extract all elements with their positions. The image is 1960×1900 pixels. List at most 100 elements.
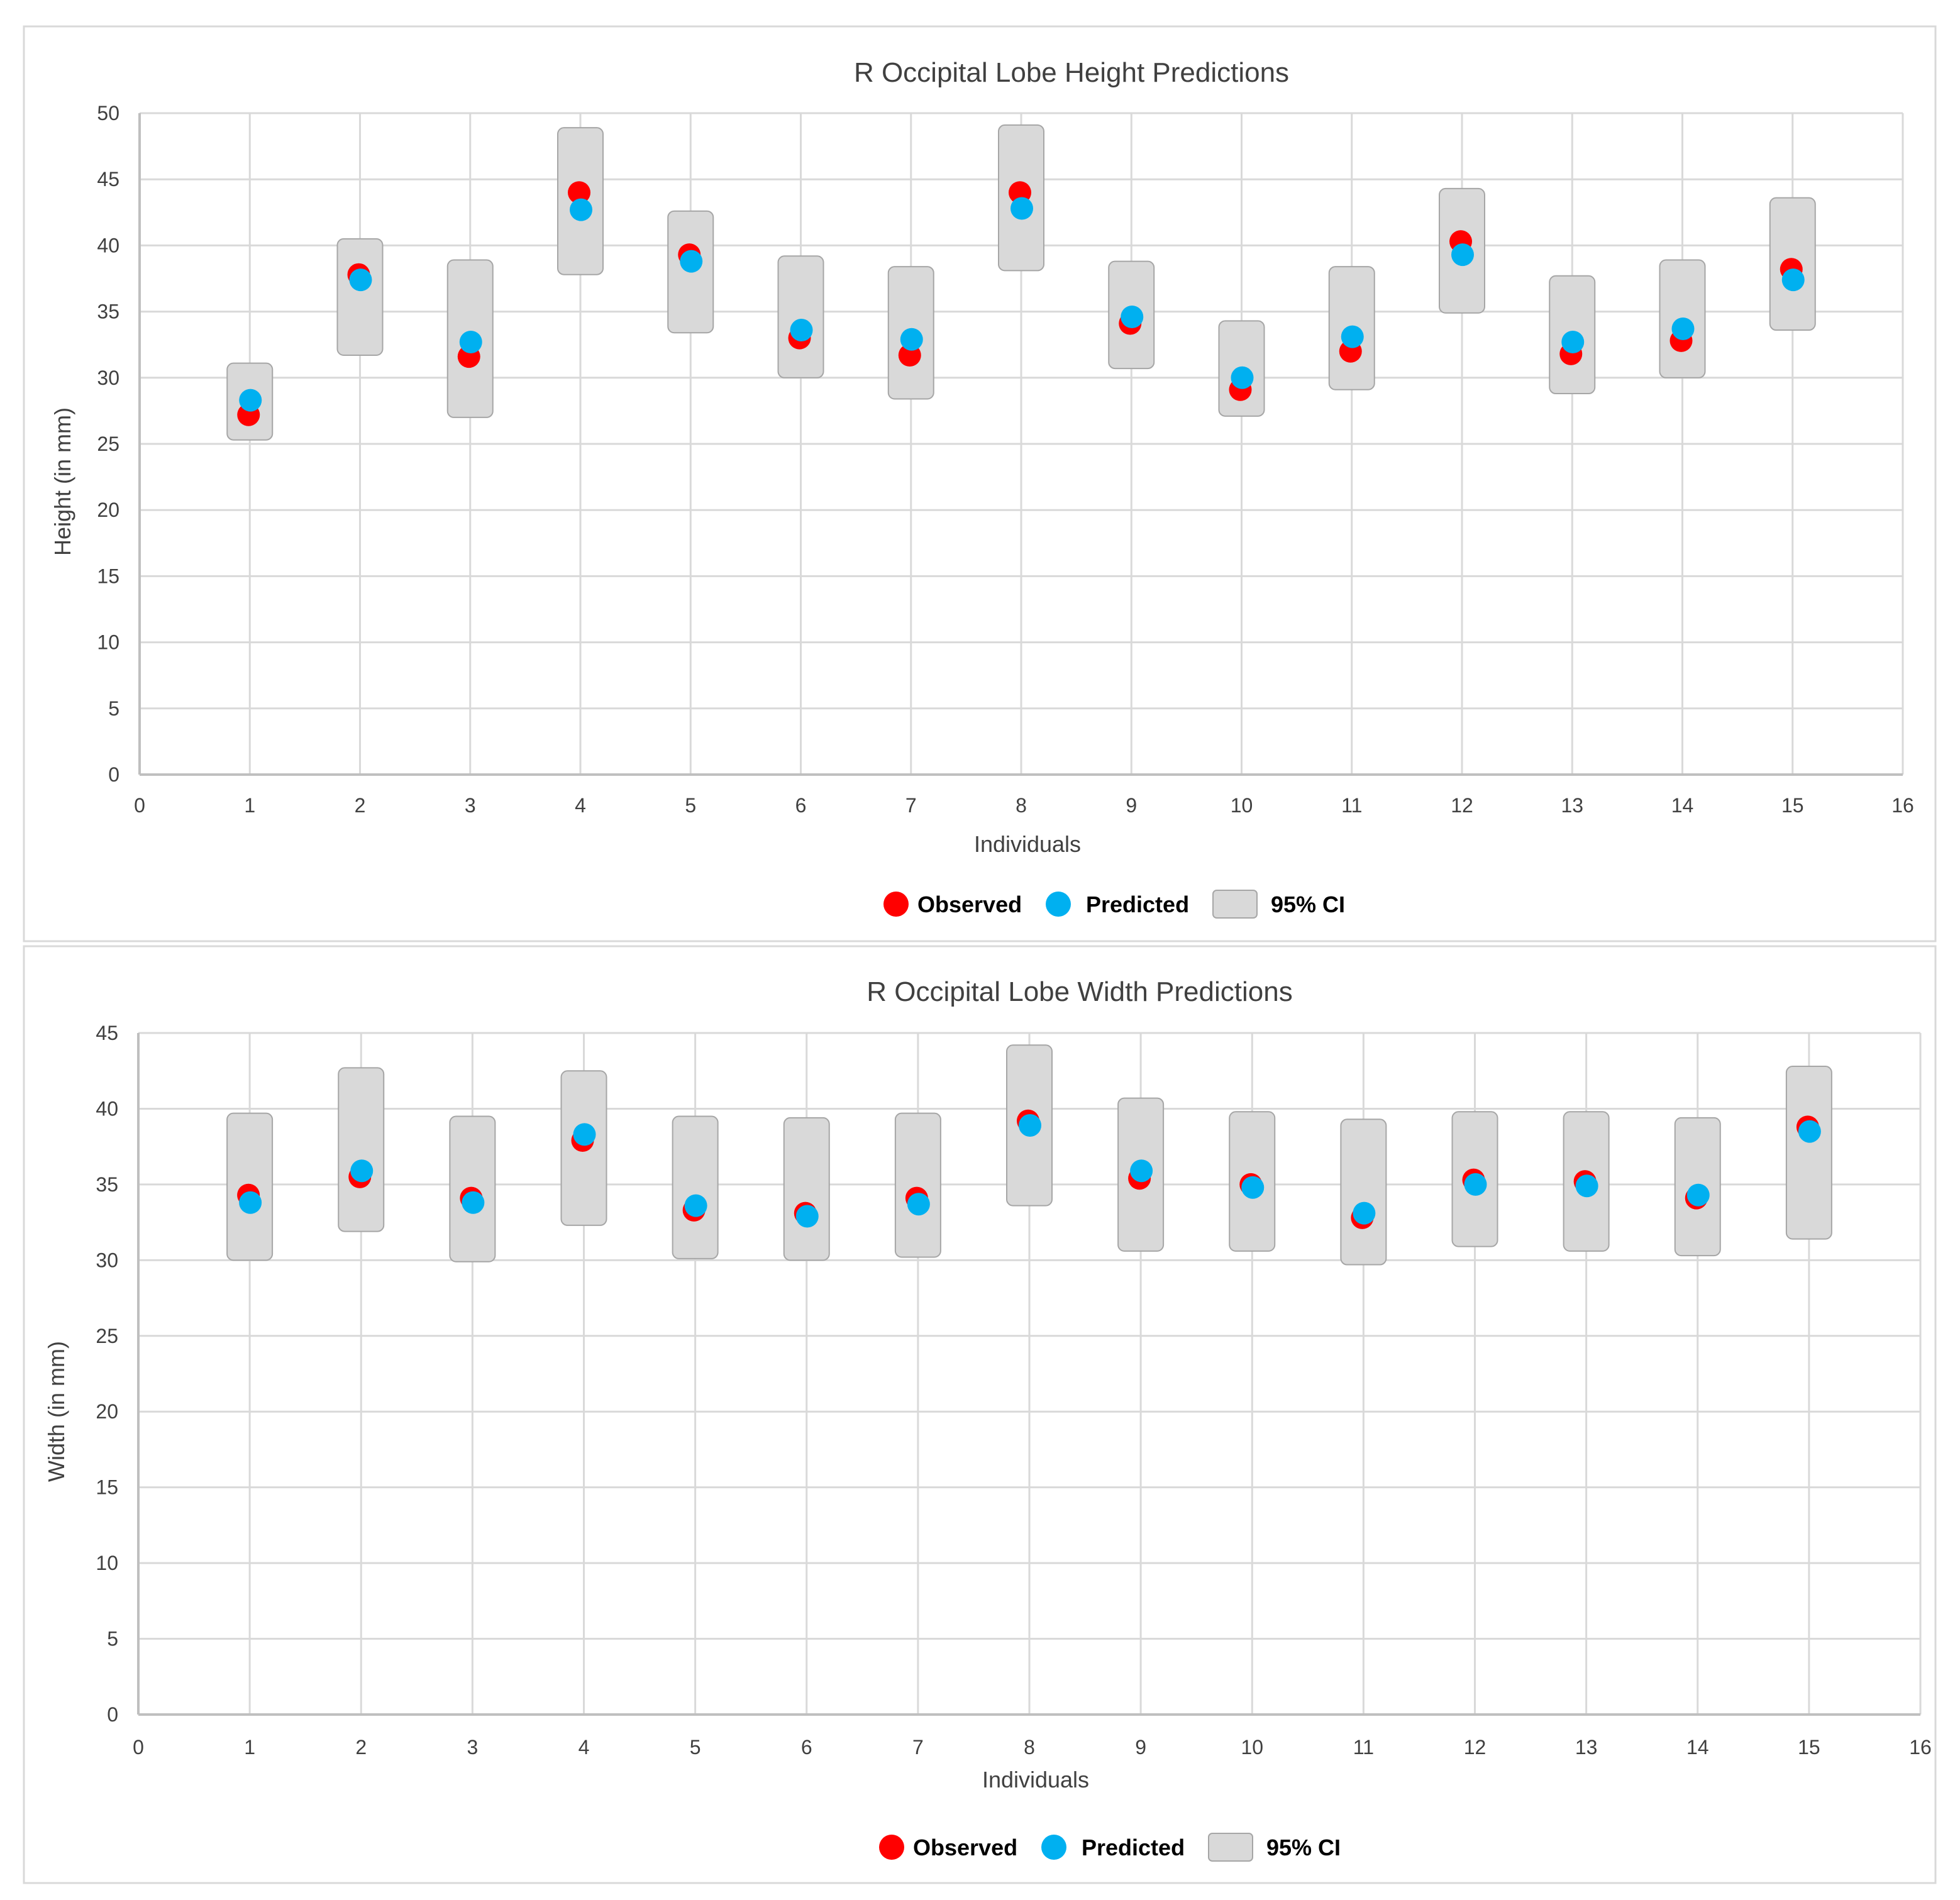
height-x-tick-label: 2	[355, 794, 366, 817]
legend-ci-marker	[1208, 1833, 1253, 1862]
height-predicted-point	[1341, 325, 1364, 348]
height-y-tick-label: 0	[108, 763, 119, 786]
height-x-tick-label: 8	[1016, 794, 1027, 817]
height-predicted-point	[680, 250, 703, 273]
width-predicted-point	[907, 1193, 930, 1216]
width-x-tick-label: 8	[1024, 1736, 1035, 1759]
legend-predicted-marker	[1046, 892, 1071, 917]
width-predicted-point	[573, 1123, 596, 1146]
height-y-tick-label: 30	[97, 367, 119, 389]
height-x-tick-label: 3	[465, 794, 476, 817]
width-x-tick-label: 2	[355, 1736, 367, 1759]
width-x-tick-label: 14	[1686, 1736, 1709, 1759]
height-x-tick-label: 13	[1561, 794, 1583, 817]
width-predicted-point	[1130, 1159, 1153, 1183]
width-ci-bar	[672, 1115, 719, 1259]
height-predicted-point	[1010, 197, 1033, 220]
height-predicted-point	[1231, 366, 1254, 389]
width-x-tick-label: 15	[1798, 1736, 1820, 1759]
height-chart: R Occipital Lobe Height Predictions05101…	[50, 57, 1914, 919]
width-predicted-point	[1686, 1183, 1710, 1207]
height-observed-point	[568, 181, 590, 204]
legend-observed-label: Observed	[917, 892, 1022, 917]
width-ci-bar	[1785, 1065, 1832, 1240]
height-y-tick-label: 20	[97, 499, 119, 521]
width-chart: R Occipital Lobe Width Predictions051015…	[43, 976, 1932, 1862]
width-predicted-point	[1019, 1113, 1041, 1137]
height-predicted-point	[459, 330, 482, 353]
width-y-tick-label: 35	[96, 1173, 118, 1196]
width-x-tick-label: 7	[912, 1736, 924, 1759]
width-x-tick-label: 5	[690, 1736, 701, 1759]
legend-ci-label: 95% CI	[1271, 892, 1345, 917]
width-x-tick-label: 1	[244, 1736, 255, 1759]
width-x-tick-label: 0	[133, 1736, 144, 1759]
height-y-tick-label: 5	[108, 697, 119, 720]
height-predicted-point	[1451, 243, 1474, 267]
height-x-tick-label: 12	[1451, 794, 1473, 817]
height-predicted-point	[900, 328, 923, 351]
width-x-tick-label: 4	[579, 1736, 590, 1759]
width-predicted-point	[239, 1191, 262, 1214]
height-x-tick-label: 15	[1781, 794, 1804, 817]
height-x-tick-label: 0	[134, 794, 145, 817]
width-predicted-point	[350, 1159, 374, 1183]
width-y-tick-label: 5	[107, 1628, 118, 1650]
height-x-tick-label: 5	[685, 794, 696, 817]
width-x-tick-label: 11	[1353, 1736, 1374, 1759]
height-predicted-point	[349, 268, 372, 292]
width-x-tick-label: 6	[801, 1736, 812, 1759]
height-x-axis-label: Individuals	[974, 831, 1081, 857]
height-predicted-point	[239, 389, 262, 412]
height-y-tick-label: 45	[97, 168, 119, 191]
width-y-tick-label: 25	[96, 1325, 118, 1347]
legend-predicted-label: Predicted	[1082, 1835, 1185, 1860]
height-predicted-point	[1781, 268, 1805, 292]
width-y-axis-label: Width (in mm)	[43, 1341, 69, 1482]
width-y-tick-label: 20	[96, 1400, 118, 1423]
width-predicted-point	[1241, 1176, 1265, 1199]
width-y-tick-label: 30	[96, 1249, 118, 1271]
width-chart-title: R Occipital Lobe Width Predictions	[866, 976, 1292, 1007]
width-x-tick-label: 12	[1464, 1736, 1487, 1759]
height-y-axis-label: Height (in mm)	[50, 407, 75, 556]
height-legend: Observed Predicted 95% CI	[883, 890, 1345, 919]
width-predicted-point	[1464, 1173, 1487, 1196]
height-y-tick-label: 25	[97, 433, 119, 455]
width-predicted-point	[795, 1205, 819, 1228]
width-x-tick-label: 9	[1135, 1736, 1146, 1759]
width-ci-bar	[783, 1117, 830, 1261]
height-predicted-point	[570, 198, 592, 221]
legend-observed-marker	[883, 892, 909, 917]
height-y-tick-label: 35	[97, 301, 119, 323]
width-y-tick-label: 0	[107, 1703, 118, 1726]
width-predicted-point	[462, 1191, 485, 1214]
height-predicted-point	[1671, 317, 1695, 340]
width-y-tick-label: 10	[96, 1552, 118, 1574]
width-y-tick-label: 15	[96, 1476, 118, 1499]
width-y-tick-label: 45	[96, 1022, 118, 1044]
height-ci-bar	[336, 238, 384, 356]
width-predicted-point	[1353, 1201, 1376, 1225]
legend-ci-label: 95% CI	[1266, 1835, 1341, 1860]
height-x-tick-label: 9	[1126, 794, 1137, 817]
legend-observed-label: Observed	[913, 1835, 1017, 1860]
width-x-tick-label: 16	[1909, 1736, 1932, 1759]
height-x-tick-label: 14	[1671, 794, 1694, 817]
width-ci-bar	[894, 1112, 941, 1258]
legend-predicted-label: Predicted	[1086, 892, 1189, 917]
width-predicted-point	[1575, 1174, 1598, 1198]
height-x-tick-label: 1	[244, 794, 255, 817]
height-x-tick-label: 16	[1891, 794, 1914, 817]
height-x-tick-label: 10	[1231, 794, 1253, 817]
width-x-axis-label: Individuals	[982, 1767, 1089, 1792]
width-x-tick-label: 3	[467, 1736, 478, 1759]
height-ci-bar	[777, 255, 824, 378]
height-x-tick-label: 6	[795, 794, 807, 817]
height-predicted-point	[1561, 330, 1585, 353]
width-x-tick-label: 13	[1575, 1736, 1598, 1759]
legend-observed-marker	[879, 1835, 904, 1860]
width-x-tick-label: 10	[1241, 1736, 1263, 1759]
height-y-tick-label: 50	[97, 102, 119, 124]
